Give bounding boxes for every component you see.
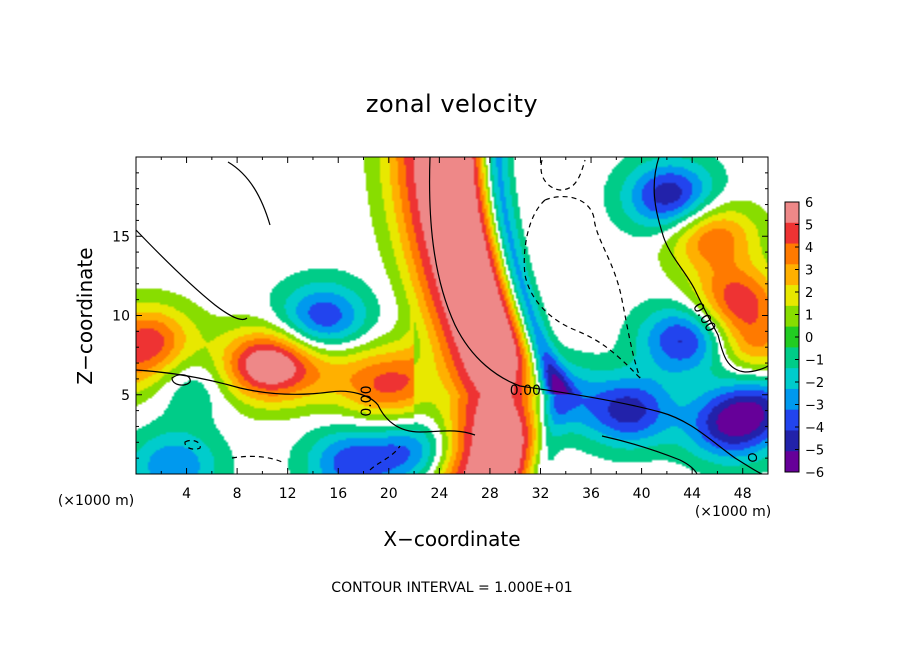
colorbar: 6 5 4 3 2 1 0 −1 −2 −3 −4 −5 −6 xyxy=(784,196,824,481)
y-axis-label: Z−coordinate xyxy=(73,247,97,384)
contour-zero-line xyxy=(135,369,476,436)
colorbar-swatch xyxy=(785,264,799,286)
contour-label: 0.00 xyxy=(359,386,375,417)
contour-zero-line xyxy=(428,156,763,475)
colorbar-swatch xyxy=(785,243,799,265)
x-tick-label: 36 xyxy=(582,486,600,502)
contour-interval-note: CONTOUR INTERVAL = 1.000E+01 xyxy=(331,580,572,596)
colorbar-swatch xyxy=(785,388,799,411)
colorbar-tick-label: −6 xyxy=(805,466,824,481)
x-tick-label: 16 xyxy=(329,486,347,502)
x-tick-label: 48 xyxy=(734,486,752,502)
contour-zero-line xyxy=(653,156,769,373)
colorbar-swatch xyxy=(785,305,799,328)
contour-lines xyxy=(135,156,769,475)
colorbar-tick-label: −3 xyxy=(805,399,824,414)
colorbar-swatch xyxy=(785,326,799,348)
colorbar-tick-label: −5 xyxy=(805,444,824,459)
colorbar-tick-label: −2 xyxy=(805,376,824,391)
contour-zero-line xyxy=(540,159,586,191)
y-tick-label: 15 xyxy=(112,229,130,245)
contour-zero-line xyxy=(135,229,248,321)
x-tick-label: 4 xyxy=(182,486,191,502)
x-tick-label: 20 xyxy=(380,486,398,502)
x-tick-label: 24 xyxy=(430,486,448,502)
contour-label: 0.00 xyxy=(510,383,541,399)
velocity-field xyxy=(136,157,768,474)
colorbar-tick-label: 2 xyxy=(805,286,813,301)
contour-zero-line xyxy=(601,435,698,475)
x-tick-label: 40 xyxy=(633,486,651,502)
y-tick-label: 10 xyxy=(112,309,130,325)
contour-zero-line xyxy=(231,455,283,463)
x-tick-label: 44 xyxy=(683,486,701,502)
colorbar-swatch xyxy=(785,347,799,369)
y-unit-label: (×1000 m) xyxy=(58,493,134,509)
colorbar-tick-label: 3 xyxy=(805,264,813,279)
contour-zero-line xyxy=(523,199,641,379)
x-axis-label: X−coordinate xyxy=(383,527,520,551)
contour-zero-line xyxy=(747,453,758,462)
y-tick-label: 5 xyxy=(121,388,130,404)
colorbar-tick-label: 6 xyxy=(805,196,813,211)
colorbar-swatch xyxy=(785,202,799,224)
colorbar-swatch xyxy=(785,222,799,245)
x-unit-label: (×1000 m) xyxy=(695,504,771,520)
colorbar-tick-label: −4 xyxy=(805,421,824,436)
colorbar-tick-label: 0 xyxy=(805,331,813,346)
x-axis: 4 8 12 16 20 24 28 32 36 40 44 48 xyxy=(160,157,752,502)
y-axis: 5 10 15 xyxy=(112,172,768,459)
contour-zero-line xyxy=(171,374,191,386)
colorbar-swatch xyxy=(785,368,799,390)
colorbar-swatch xyxy=(785,409,799,431)
colorbar-swatch xyxy=(785,451,799,473)
x-tick-label: 32 xyxy=(532,486,550,502)
colorbar-swatch xyxy=(785,430,799,452)
colorbar-swatch xyxy=(785,285,799,307)
contour-zero-line xyxy=(184,439,201,450)
colorbar-tick-label: −1 xyxy=(805,354,824,369)
chart-title: zonal velocity xyxy=(366,90,538,118)
colorbar-tick-label: 4 xyxy=(805,241,813,256)
contour-zero-line xyxy=(227,161,271,226)
colorbar-tick-label: 5 xyxy=(805,219,813,234)
x-tick-label: 8 xyxy=(233,486,242,502)
colorbar-tick-label: 1 xyxy=(805,309,813,324)
x-tick-label: 28 xyxy=(481,486,499,502)
x-tick-label: 12 xyxy=(279,486,297,502)
contour-zero-line xyxy=(369,445,401,471)
